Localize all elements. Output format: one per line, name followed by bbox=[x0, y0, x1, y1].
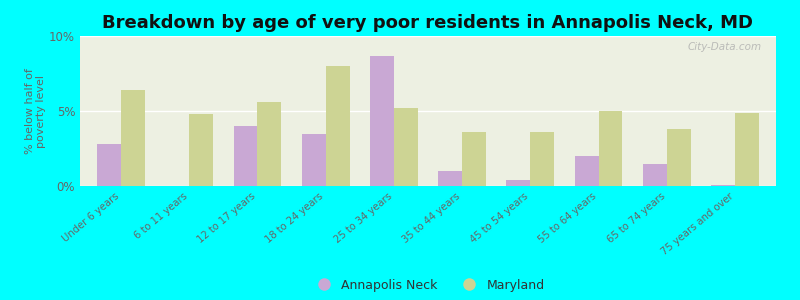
Bar bbox=[326, 66, 350, 186]
Bar bbox=[394, 108, 418, 186]
Y-axis label: % below half of
poverty level: % below half of poverty level bbox=[25, 68, 46, 154]
Bar bbox=[438, 171, 462, 186]
Bar bbox=[530, 132, 554, 186]
Bar bbox=[258, 102, 282, 186]
Bar bbox=[189, 114, 213, 186]
Legend: Annapolis Neck, Maryland: Annapolis Neck, Maryland bbox=[306, 274, 550, 297]
Bar bbox=[667, 129, 690, 186]
Bar bbox=[234, 126, 258, 186]
Bar bbox=[735, 112, 759, 186]
Bar bbox=[462, 132, 486, 186]
Bar bbox=[302, 134, 326, 186]
Bar bbox=[574, 156, 598, 186]
Bar bbox=[97, 144, 121, 186]
Bar bbox=[643, 164, 667, 186]
Bar bbox=[121, 90, 145, 186]
Bar bbox=[506, 180, 530, 186]
Title: Breakdown by age of very poor residents in Annapolis Neck, MD: Breakdown by age of very poor residents … bbox=[102, 14, 754, 32]
Bar bbox=[711, 185, 735, 186]
Text: City-Data.com: City-Data.com bbox=[688, 42, 762, 52]
Bar bbox=[370, 56, 394, 186]
Bar bbox=[598, 111, 622, 186]
